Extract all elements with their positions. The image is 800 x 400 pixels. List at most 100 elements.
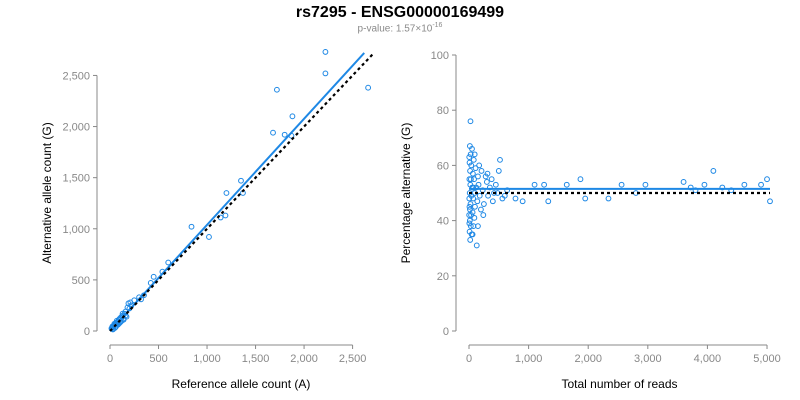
left-data-point — [322, 70, 329, 77]
right-x-tick-label: 4,000 — [694, 353, 722, 365]
left-data-point — [206, 234, 212, 240]
right-data-point — [478, 168, 485, 174]
percentage-alternative-scatter-plot: 0 1,000 2,000 3,000 4,000 5,000 0 20 40 60 80 100 To… — [400, 50, 781, 391]
right-data-point — [480, 212, 487, 218]
right-data-point — [728, 187, 735, 194]
right-data-point — [618, 181, 625, 188]
right-data-point — [467, 201, 474, 207]
right-y-axis-label: Percentage alternative (G) — [400, 123, 413, 264]
right-y-tick-label: 40 — [437, 216, 449, 228]
right-data-point — [472, 165, 479, 172]
left-x-tick-label: 0 — [107, 353, 113, 365]
left-y-tick-label: 1,000 — [62, 224, 90, 236]
left-y-tick-label: 1,500 — [62, 173, 90, 185]
right-x-tick-label: 2,000 — [574, 353, 602, 365]
right-data-point — [486, 184, 493, 191]
right-data-point — [467, 206, 473, 213]
left-data-point — [289, 113, 296, 120]
right-data-point — [476, 192, 483, 199]
right-x-tick-label: 0 — [466, 353, 472, 365]
right-data-point — [466, 203, 473, 210]
right-data-point — [470, 156, 477, 163]
right-data-point — [767, 198, 773, 205]
right-data-point — [484, 170, 491, 177]
chart-subtitle: p-value: 1.57×10-16 — [0, 22, 800, 34]
right-data-point — [492, 181, 499, 188]
right-data-point — [491, 190, 497, 196]
right-data-point — [469, 170, 476, 177]
right-data-point — [481, 201, 487, 207]
right-data-point — [471, 151, 478, 158]
right-data-point — [701, 181, 708, 188]
right-data-point — [466, 217, 473, 224]
right-data-point — [470, 184, 477, 191]
right-data-point — [642, 181, 649, 188]
left-fit-line — [109, 52, 365, 332]
right-data-point — [577, 176, 584, 183]
right-data-point — [710, 168, 717, 174]
left-data-point — [188, 223, 195, 230]
right-data-point — [467, 223, 474, 230]
right-data-point — [478, 206, 484, 213]
right-data-point — [495, 168, 502, 174]
right-data-point — [680, 179, 687, 185]
right-data-point — [489, 198, 496, 205]
right-y-tick-label: 100 — [431, 50, 449, 62]
right-data-point — [719, 184, 726, 191]
right-data-point — [687, 184, 694, 191]
right-y-tick-label: 60 — [437, 160, 449, 172]
left-x-tick-label: 2,000 — [290, 353, 318, 365]
right-data-point — [466, 190, 473, 196]
left-data-point — [150, 273, 157, 280]
allele-count-scatter-plot: 0 500 1,000 1,500 2,000 2,500 0 500 1,000 1,500 2,… — [40, 49, 375, 391]
p-value-exponent: -16 — [432, 22, 443, 29]
right-data-point — [582, 195, 589, 202]
left-x-tick-label: 1,000 — [193, 353, 221, 365]
left-data-point — [238, 177, 244, 184]
left-data-point — [223, 190, 230, 196]
right-data-point — [467, 118, 474, 125]
right-data-point — [473, 242, 480, 249]
right-data-point — [692, 187, 699, 194]
right-data-point — [467, 168, 473, 174]
left-y-tick-label: 500 — [72, 275, 90, 287]
right-data-point — [474, 198, 481, 205]
left-data-point — [270, 129, 276, 136]
left-data-point — [222, 212, 229, 219]
right-data-point — [764, 176, 770, 183]
right-x-tick-label: 1,000 — [515, 353, 543, 365]
left-data-point — [322, 49, 329, 55]
left-x-tick-label: 1,500 — [242, 353, 270, 365]
right-data-point — [466, 154, 473, 161]
p-value-text: p-value: 1.57×10 — [357, 23, 433, 35]
left-y-axis-label: Alternative allele count (G) — [40, 122, 54, 263]
right-y-tick-label: 0 — [443, 326, 449, 338]
right-x-axis-label: Total number of reads — [561, 377, 677, 391]
right-data-point — [469, 231, 476, 238]
right-data-point — [741, 181, 748, 188]
left-y-tick-label: 0 — [84, 326, 90, 338]
right-data-point — [563, 181, 570, 188]
chart-title: rs7295 - ENSG00000169499 — [295, 4, 505, 21]
right-data-point — [466, 159, 473, 166]
right-x-tick-label: 3,000 — [634, 353, 662, 365]
right-data-point — [483, 179, 490, 185]
right-data-point — [466, 143, 473, 149]
right-x-tick-label: 5,000 — [753, 353, 781, 365]
right-data-point — [519, 198, 526, 205]
right-data-point — [545, 198, 552, 205]
right-data-point — [466, 176, 473, 183]
left-data-point — [165, 259, 172, 266]
left-x-tick-label: 2,500 — [339, 353, 367, 365]
right-y-tick-label: 80 — [437, 105, 449, 117]
right-data-point — [475, 173, 481, 180]
right-data-point — [467, 151, 474, 158]
right-data-point — [488, 176, 495, 183]
right-data-point — [473, 184, 480, 191]
right-y-tick-label: 20 — [437, 271, 449, 283]
right-data-point — [467, 237, 474, 243]
right-data-point — [499, 195, 506, 202]
right-data-point — [468, 212, 474, 218]
left-data-point — [281, 131, 288, 138]
right-data-point — [472, 203, 478, 210]
